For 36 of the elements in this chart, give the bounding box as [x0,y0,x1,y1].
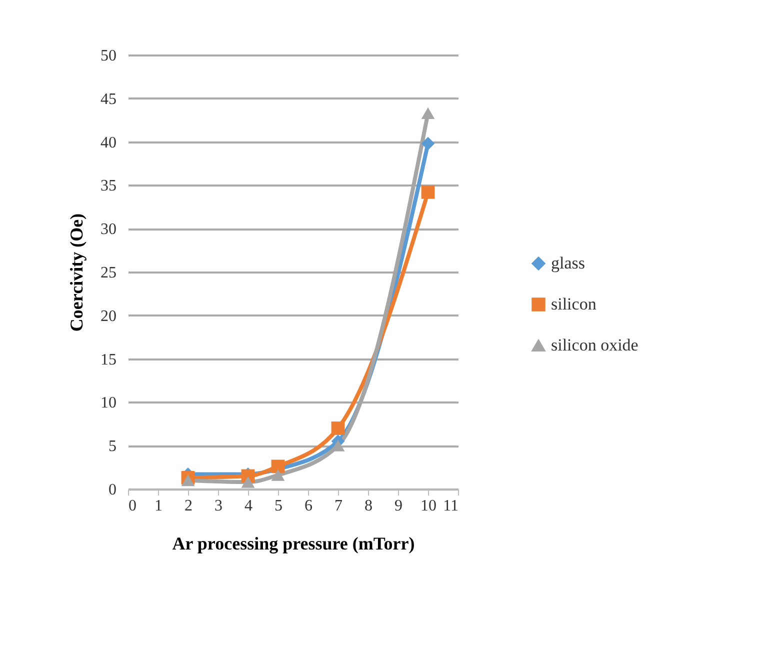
point [271,460,285,474]
y-axis-title: Coercivity (Oe) [66,213,86,332]
point [241,476,255,488]
x-tick-label: 6 [304,498,312,514]
y-tick-label: 15 [100,351,116,368]
point [421,185,435,199]
x-tick-label: 11 [443,498,458,514]
y-tick-label: 40 [100,134,116,152]
x-tick-label: 3 [214,498,222,514]
x-axis-title: Ar processing pressure (mTorr) [172,534,415,554]
y-tick-label: 25 [100,264,116,282]
x-tick-label: 10 [420,498,436,514]
point [181,474,195,486]
y-tick-label: 35 [100,178,116,195]
y-tick-label: 20 [100,308,116,325]
x-tick-label: 1 [154,498,162,514]
x-tick-label: 7 [334,498,342,514]
legend-label: silicon oxide [551,336,638,354]
legend-label: glass [551,254,585,272]
y-tick-label: 50 [100,48,116,64]
x-tick-label: 5 [274,498,282,514]
y-tick-label: 30 [100,221,116,238]
point [421,136,435,150]
x-tick-label: 8 [364,498,372,514]
y-tick-label: 5 [108,438,116,456]
y-tick-label: 10 [100,394,116,412]
point [421,107,435,119]
y-tick-label: 45 [100,90,116,108]
x-tick-label: 2 [184,498,192,514]
legend-label: silicon [551,294,597,314]
y-tick-label: 0 [108,482,116,498]
point [271,469,285,481]
point [331,422,345,435]
x-tick-label: 0 [128,498,136,514]
x-tick-label: 9 [394,498,402,514]
x-tick-label: 4 [244,498,252,514]
